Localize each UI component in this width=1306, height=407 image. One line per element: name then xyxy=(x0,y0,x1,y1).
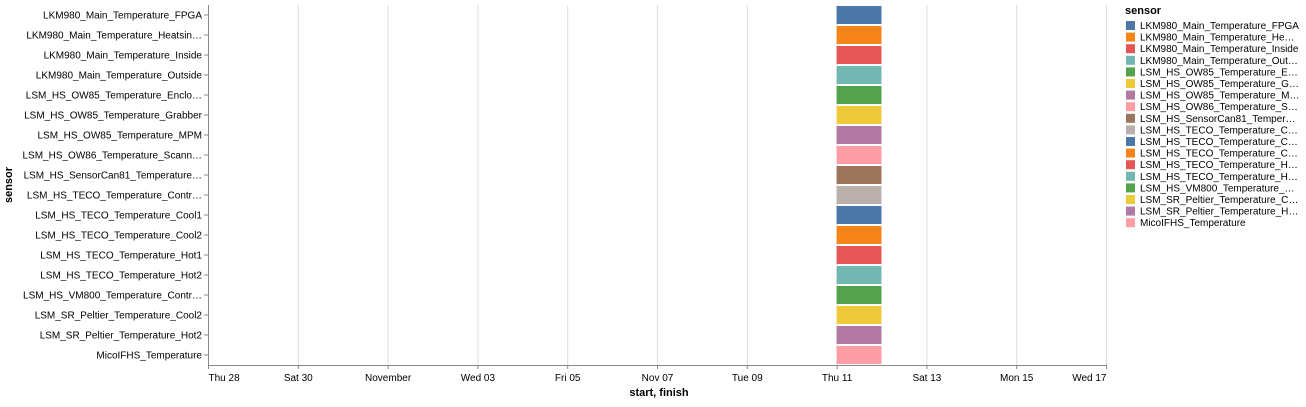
legend-swatch xyxy=(1126,218,1135,228)
y-tick-label: LSM_HS_OW85_Temperature_MPM xyxy=(37,131,202,142)
y-tick-label: LKM980_Main_Temperature_Inside xyxy=(44,51,203,62)
x-tick-label: Sat 30 xyxy=(284,373,313,384)
x-tick-label: Wed 17 xyxy=(1072,373,1107,384)
y-tick-label: LKM980_Main_Temperature_Heatsin… xyxy=(26,31,202,42)
legend-swatch xyxy=(1126,160,1135,170)
y-axis-title: sensor xyxy=(3,166,15,203)
gantt-bar xyxy=(836,46,882,64)
gantt-bar xyxy=(836,306,882,324)
gantt-bar xyxy=(836,106,882,124)
legend-label: LSM_HS_OW85_Temperature_G… xyxy=(1140,79,1299,90)
y-tick-label: LSM_HS_TECO_Temperature_Hot2 xyxy=(40,271,202,282)
y-tick-label: LKM980_Main_Temperature_Outside xyxy=(36,71,203,82)
legend-label: LSM_HS_TECO_Temperature_H… xyxy=(1140,172,1298,183)
gantt-bar xyxy=(836,166,882,184)
legend-label: LSM_HS_OW85_Temperature_E… xyxy=(1140,67,1298,78)
legend-label: LSM_HS_TECO_Temperature_H… xyxy=(1140,160,1298,171)
gantt-bar xyxy=(836,266,882,284)
gantt-bar xyxy=(836,326,882,344)
gantt-bar xyxy=(836,146,882,164)
legend-label: LSM_HS_TECO_Temperature_C… xyxy=(1140,137,1298,148)
gantt-bar xyxy=(836,186,882,204)
x-tick-label: Fri 05 xyxy=(555,373,581,384)
gantt-bar xyxy=(836,286,882,304)
y-tick-label: LSM_HS_TECO_Temperature_Cool1 xyxy=(35,211,202,222)
y-tick-label: LSM_HS_OW85_Temperature_Enclo… xyxy=(26,91,202,102)
gantt-bar xyxy=(836,126,882,144)
legend-label: LSM_HS_OW86_Temperature_S… xyxy=(1140,102,1298,113)
y-tick-label: LSM_HS_TECO_Temperature_Contr… xyxy=(27,191,202,202)
x-tick-label: Wed 03 xyxy=(461,373,496,384)
y-tick-label: LSM_SR_Peltier_Temperature_Hot2 xyxy=(40,331,203,342)
x-tick-label: Sat 13 xyxy=(912,373,941,384)
legend-swatch xyxy=(1126,79,1135,88)
gantt-bar xyxy=(836,66,882,84)
legend-swatch xyxy=(1126,21,1135,30)
legend-swatch xyxy=(1126,206,1135,216)
legend-swatch xyxy=(1126,171,1135,181)
gantt-bar xyxy=(836,246,882,264)
legend-title: sensor xyxy=(1125,5,1162,17)
x-tick-label: Thu 28 xyxy=(209,373,241,384)
legend-label: LKM980_Main_Temperature_He… xyxy=(1140,33,1295,44)
legend-swatch xyxy=(1126,195,1135,204)
y-tick-label: LSM_HS_OW85_Temperature_Grabber xyxy=(24,111,203,122)
legend-label: LSM_SR_Peltier_Temperature_C… xyxy=(1140,195,1298,206)
legend-swatch xyxy=(1126,102,1135,112)
legend-label: LSM_HS_TECO_Temperature_C… xyxy=(1140,149,1298,160)
legend-swatch xyxy=(1126,44,1135,54)
x-tick-label: Tue 09 xyxy=(732,373,763,384)
x-tick-label: Thu 11 xyxy=(822,373,853,384)
legend: sensor LKM980_Main_Temperature_FPGALKM98… xyxy=(1125,5,1300,229)
gantt-bar xyxy=(836,26,882,44)
legend-label: LKM980_Main_Temperature_FPGA xyxy=(1140,21,1299,32)
legend-label: LKM980_Main_Temperature_Out… xyxy=(1140,56,1298,67)
x-tick-label: Nov 07 xyxy=(642,373,674,384)
y-tick-label: LSM_HS_TECO_Temperature_Hot1 xyxy=(40,251,202,262)
gantt-bar xyxy=(836,6,882,24)
legend-swatch xyxy=(1126,113,1135,123)
y-tick-label: MicoIFHS_Temperature xyxy=(96,351,202,362)
x-axis-title: start, finish xyxy=(629,387,689,399)
legend-swatch xyxy=(1126,183,1135,193)
legend-label: LSM_HS_SensorCan81_Temper… xyxy=(1140,114,1296,125)
legend-label: LKM980_Main_Temperature_Inside xyxy=(1140,44,1299,55)
legend-swatch xyxy=(1126,55,1135,65)
y-tick-label: LSM_HS_SensorCan81_Temperature… xyxy=(24,171,202,182)
legend-swatch xyxy=(1126,148,1135,158)
grid-layer xyxy=(208,5,1107,365)
legend-label: LSM_SR_Peltier_Temperature_H… xyxy=(1140,207,1298,218)
y-tick-label: LKM980_Main_Temperature_FPGA xyxy=(43,11,202,22)
gantt-bar xyxy=(836,226,882,244)
legend-label: LSM_HS_OW85_Temperature_M… xyxy=(1140,91,1300,102)
x-tick-label: November xyxy=(365,373,412,384)
x-tick-label: Mon 15 xyxy=(1000,373,1034,384)
gantt-bar xyxy=(836,206,882,224)
gantt-bar xyxy=(836,86,882,104)
legend-label: LSM_HS_TECO_Temperature_C… xyxy=(1140,125,1298,136)
legend-swatch xyxy=(1126,125,1135,135)
legend-swatch xyxy=(1126,32,1135,42)
legend-swatch xyxy=(1126,67,1135,77)
bar-layer xyxy=(836,6,882,364)
legend-label: LSM_HS_VM800_Temperature_… xyxy=(1140,183,1295,194)
axis-layer: LKM980_Main_Temperature_FPGA LKM980_Main_… xyxy=(22,5,1107,384)
y-tick-label: LSM_SR_Peltier_Temperature_Cool2 xyxy=(35,311,203,322)
y-tick-label: LSM_HS_TECO_Temperature_Cool2 xyxy=(35,231,202,242)
legend-label: MicoIFHS_Temperature xyxy=(1140,218,1246,229)
legend-swatch xyxy=(1126,137,1135,146)
y-tick-label: LSM_HS_VM800_Temperature_Contr… xyxy=(23,291,202,302)
legend-swatch xyxy=(1126,90,1135,100)
gantt-bar xyxy=(836,346,882,364)
y-tick-label: LSM_HS_OW86_Temperature_Scann… xyxy=(22,151,202,162)
